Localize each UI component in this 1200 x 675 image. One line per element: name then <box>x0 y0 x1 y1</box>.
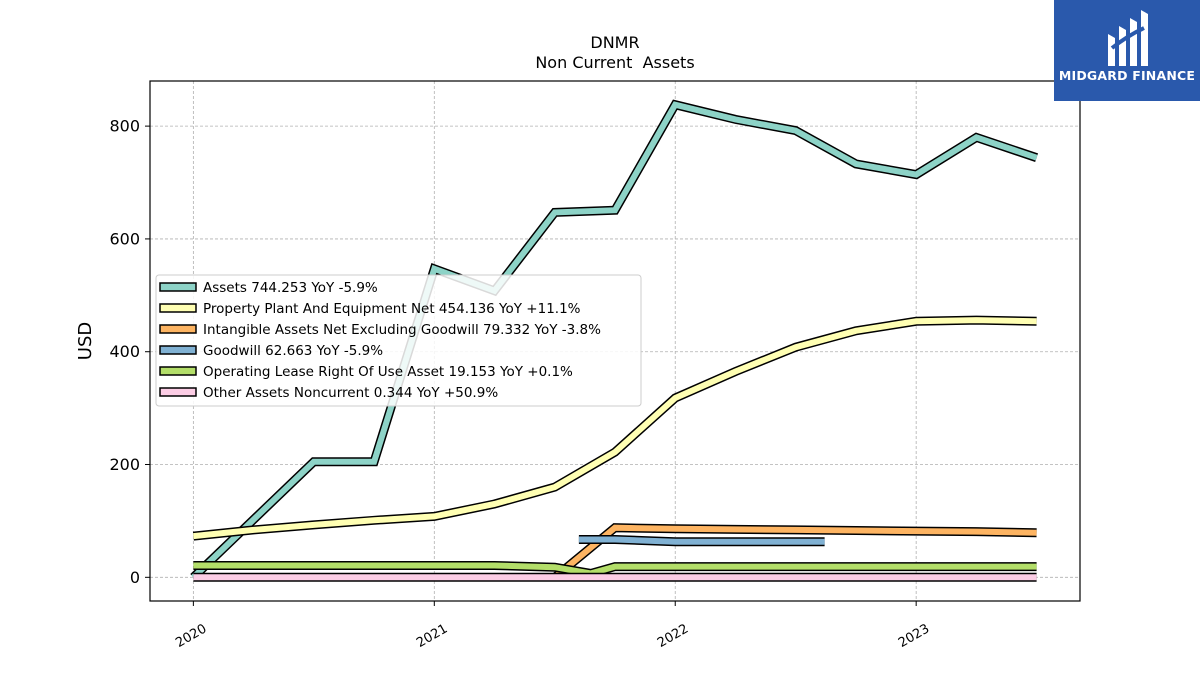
y-tick-label: 800 <box>109 117 140 136</box>
plot-frame <box>149 80 1081 602</box>
midgard-logo-icon <box>1108 10 1148 66</box>
y-tick-label: 600 <box>109 229 140 248</box>
x-tick-label: 2021 <box>414 621 450 651</box>
legend-label: Assets 744.253 YoY -5.9% <box>203 280 378 296</box>
legend-box <box>155 274 642 407</box>
legend-swatch <box>159 303 197 313</box>
x-tick-label: 2023 <box>896 621 932 651</box>
legend-entry: Property Plant And Equipment Net 454.136… <box>159 301 581 317</box>
legend-entry: Assets 744.253 YoY -5.9% <box>159 280 378 296</box>
legend-label: Intangible Assets Net Excluding Goodwill… <box>203 322 601 338</box>
y-tick-label: 200 <box>109 455 140 474</box>
legend-label: Property Plant And Equipment Net 454.136… <box>203 301 581 317</box>
series-line-fill <box>193 317 1037 540</box>
legend-swatch <box>159 324 197 334</box>
series-line <box>190 99 1039 581</box>
x-tick-label: 2020 <box>173 621 209 651</box>
series-line <box>193 561 1037 579</box>
series-line <box>551 523 1037 581</box>
x-tick-label: 2022 <box>655 621 691 651</box>
series-line-fill <box>552 524 1037 580</box>
legend-label: Goodwill 62.663 YoY -5.9% <box>203 343 383 359</box>
midgard-finance-logo: MIDGARD FINANCE <box>1054 0 1200 101</box>
y-tick-label: 400 <box>109 342 140 361</box>
chart-subtitle: Non Current Assets <box>535 53 694 72</box>
series-line <box>578 535 825 547</box>
y-axis-label: USD <box>75 322 96 360</box>
legend-entry: Other Assets Noncurrent 0.344 YoY +50.9% <box>159 385 498 401</box>
legend-swatch <box>159 345 197 355</box>
legend-swatch <box>159 387 197 397</box>
series-layer <box>190 99 1039 582</box>
legend-entry: Intangible Assets Net Excluding Goodwill… <box>159 322 601 338</box>
watermark-text: MIDGARD FINANCE <box>1058 68 1196 83</box>
legend-entry: Operating Lease Right Of Use Asset 19.15… <box>159 364 573 380</box>
legend-label: Operating Lease Right Of Use Asset 19.15… <box>203 364 573 380</box>
legend: Assets 744.253 YoY -5.9% Property Plant A… <box>155 274 642 407</box>
legend-entry: Goodwill 62.663 YoY -5.9% <box>159 343 383 359</box>
legend-swatch <box>159 366 197 376</box>
legend-label: Other Assets Noncurrent 0.344 YoY +50.9% <box>203 385 498 401</box>
chart-title: DNMR <box>590 33 639 52</box>
series-line-fill <box>578 536 825 545</box>
legend-swatch <box>159 282 197 292</box>
series-line <box>192 315 1037 541</box>
series-line-fill <box>191 101 1038 580</box>
y-tick-label: 0 <box>130 568 140 587</box>
